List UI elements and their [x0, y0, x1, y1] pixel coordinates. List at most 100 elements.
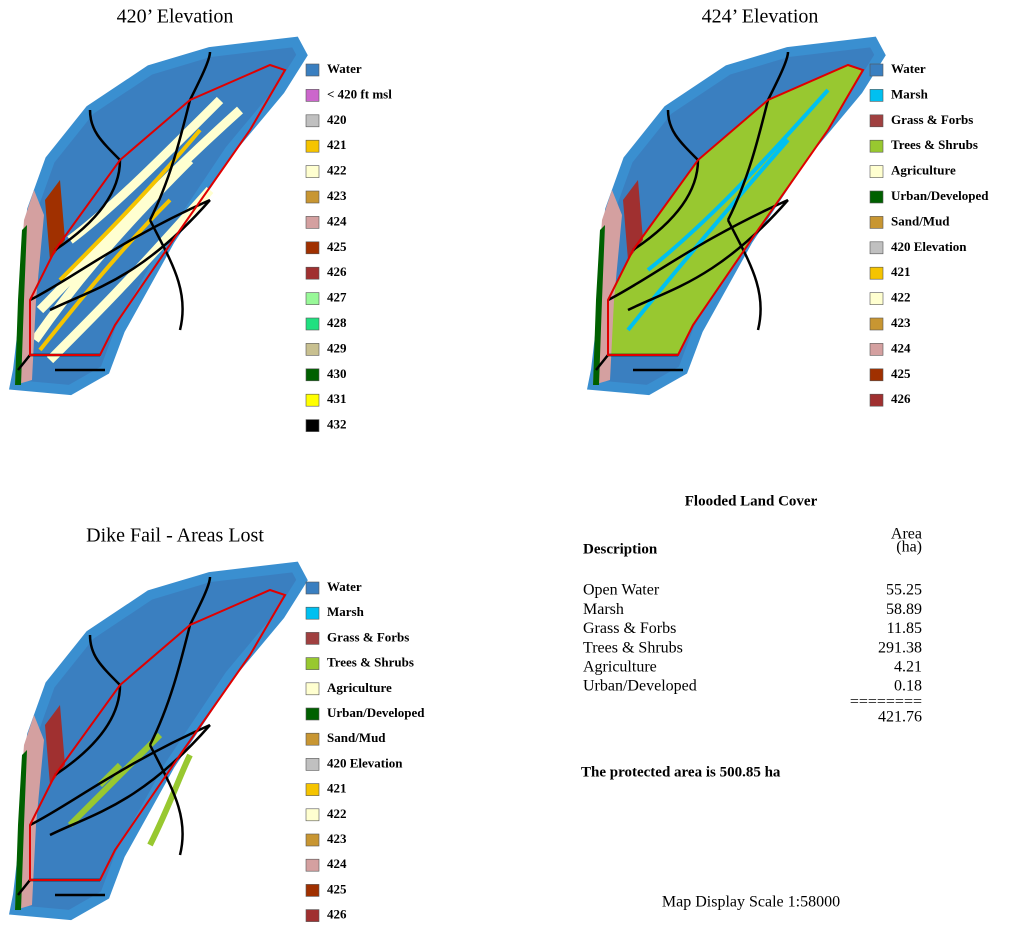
row-description: Open Water — [583, 582, 660, 599]
legend-label: Water — [327, 61, 362, 76]
legend-swatch — [305, 368, 320, 382]
legend-swatch — [305, 190, 320, 204]
row-description: Trees & Shrubs — [583, 639, 683, 656]
legend-label: 422 — [327, 163, 347, 178]
legend-label: 422 — [891, 290, 911, 305]
legend-swatch — [305, 393, 320, 407]
legend-swatch — [305, 266, 320, 280]
protected-note: The protected area is 500.85 ha — [581, 764, 781, 780]
legend-label: Sand/Mud — [891, 213, 950, 228]
legend-swatch — [305, 707, 320, 721]
legend-swatch — [869, 216, 884, 229]
legend-swatch — [869, 393, 884, 407]
legend-label: 421 — [327, 781, 347, 796]
legend-swatch — [305, 858, 320, 872]
map-panels — [15, 42, 880, 915]
panel-title: 420’ Elevation — [117, 6, 234, 28]
separator: ======== — [850, 694, 922, 711]
legend-label: Marsh — [891, 86, 929, 101]
legend-label: 423 — [891, 315, 911, 330]
map-dike-fail — [15, 567, 302, 915]
panel-title: 424’ Elevation — [702, 6, 819, 28]
legend-label: Trees & Shrubs — [891, 137, 978, 152]
legend-label: 431 — [327, 391, 347, 406]
legend-label: Urban/Developed — [327, 705, 425, 720]
legend-label: 426 — [891, 391, 911, 406]
legend-label: 423 — [327, 831, 347, 846]
legend-swatch — [869, 343, 884, 356]
legend-label: 426 — [327, 264, 347, 279]
legend-label: 420 — [327, 112, 347, 127]
legend-swatch — [869, 114, 884, 128]
legend-swatch — [869, 241, 884, 255]
legend-swatch — [305, 216, 320, 229]
legend-label: Trees & Shrubs — [327, 655, 414, 670]
legend-label: Water — [327, 579, 362, 594]
legend-swatch — [305, 581, 320, 595]
table-title: Flooded Land Cover — [685, 493, 818, 509]
legend-label: 425 — [327, 881, 347, 896]
legend-swatch — [305, 165, 320, 178]
legend-label: Urban/Developed — [891, 188, 989, 203]
legend-swatch — [305, 89, 320, 102]
total: 421.76 — [878, 709, 922, 726]
panel-title: Dike Fail - Areas Lost — [86, 525, 264, 547]
row-description: Urban/Developed — [583, 678, 697, 695]
legend-label: 424 — [891, 340, 911, 355]
legend-label: 427 — [327, 290, 347, 305]
legend-swatch — [305, 783, 320, 796]
map-424 — [593, 42, 880, 390]
legend-label: Grass & Forbs — [891, 112, 973, 127]
legend-label: 426 — [327, 907, 347, 922]
legend-label: 421 — [327, 137, 347, 152]
legend-swatch — [869, 63, 884, 77]
legend-swatch — [305, 833, 320, 847]
scale-note: Map Display Scale 1:58000 — [662, 894, 840, 911]
header-unit: (ha) — [896, 539, 922, 556]
legend-swatch — [305, 114, 320, 128]
row-area: 0.18 — [894, 678, 922, 695]
legend-label: < 420 ft msl — [327, 86, 392, 101]
legend-label: 430 — [327, 366, 347, 381]
legend-label: 422 — [327, 806, 347, 821]
legend-swatch — [305, 808, 320, 822]
legend-label: 424 — [327, 856, 347, 871]
legend-label: 424 — [327, 213, 347, 228]
legend-swatch — [305, 657, 320, 670]
row-description: Agriculture — [583, 658, 657, 675]
legend-swatch — [869, 139, 884, 153]
legend-swatch — [305, 343, 320, 356]
legend-label: 421 — [891, 264, 911, 279]
map-420 — [15, 42, 302, 390]
legend-swatch — [869, 165, 884, 178]
legend-label: Water — [891, 61, 926, 76]
legend-swatch — [869, 368, 884, 382]
header-area: Area — [891, 526, 922, 543]
header-description: Description — [583, 541, 658, 557]
legend-label: Marsh — [327, 604, 365, 619]
legend-label: Agriculture — [327, 680, 392, 695]
legend-swatch — [869, 266, 884, 280]
legend-swatch — [869, 89, 884, 102]
legend-label: 420 Elevation — [891, 239, 967, 254]
legend-swatch — [305, 139, 320, 153]
legend-swatch — [305, 732, 320, 746]
legend-swatch — [305, 63, 320, 77]
row-description: Grass & Forbs — [583, 620, 676, 637]
legend-swatch — [305, 884, 320, 897]
legend-swatch — [869, 292, 884, 305]
row-area: 4.21 — [894, 658, 922, 675]
legend-label: Grass & Forbs — [327, 629, 409, 644]
legend-swatch — [305, 758, 320, 771]
legend-swatch — [305, 606, 320, 620]
legend-swatch — [305, 292, 320, 305]
legend-swatch — [305, 909, 320, 922]
legend-label: 420 Elevation — [327, 755, 403, 770]
legend-swatch — [305, 682, 320, 696]
legend-label: 425 — [891, 366, 911, 381]
row-area: 55.25 — [886, 582, 922, 599]
legend-label: 429 — [327, 340, 347, 355]
row-description: Marsh — [583, 601, 624, 618]
legend-label: 425 — [327, 239, 347, 254]
